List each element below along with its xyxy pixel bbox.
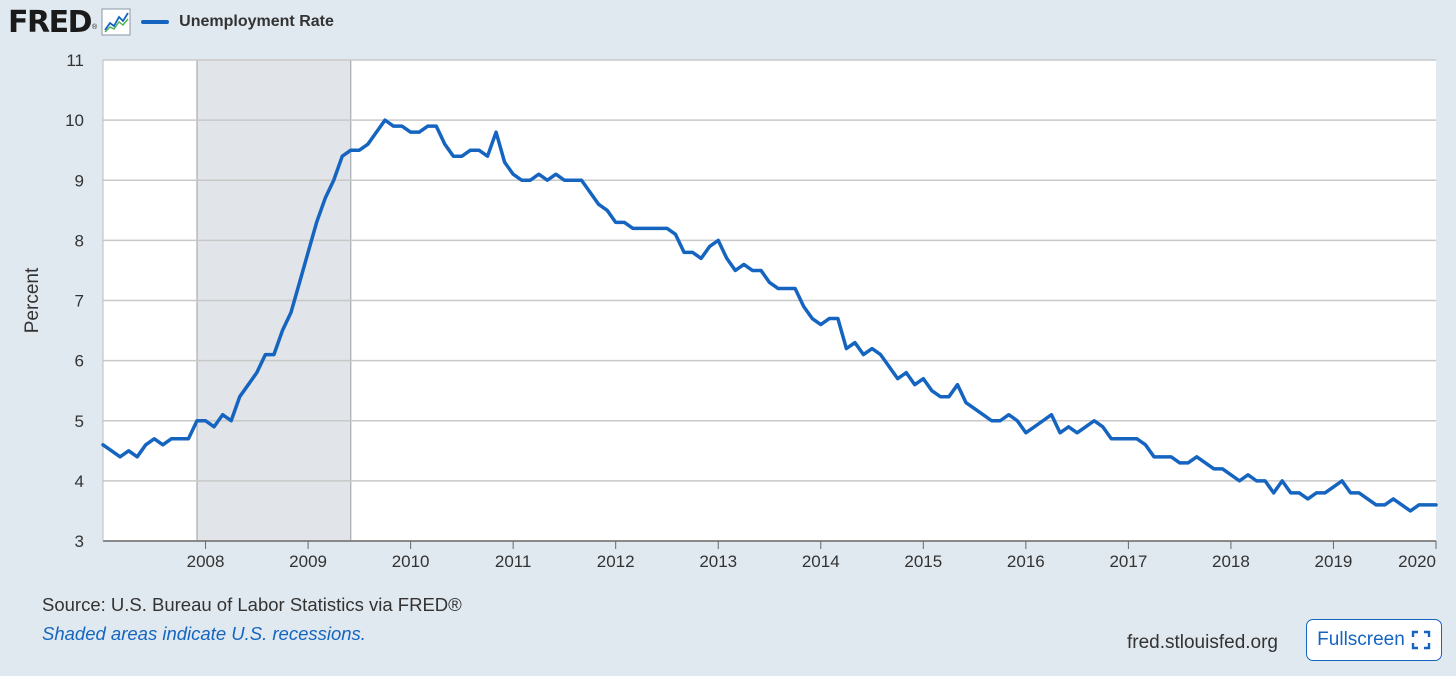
y-tick-label-7: 7 (75, 292, 84, 311)
fred-logo[interactable]: FRED (8, 4, 93, 40)
x-tick-label-2008: 2008 (187, 552, 225, 571)
line-chart-icon (101, 8, 131, 36)
fullscreen-label: Fullscreen (1317, 629, 1405, 650)
y-axis-label: Percent (22, 267, 43, 333)
x-tick-label-2018: 2018 (1212, 552, 1250, 571)
x-tick-label-2012: 2012 (597, 552, 635, 571)
site-url[interactable]: fred.stlouisfed.org (1126, 632, 1278, 653)
x-tick-label-2011: 2011 (495, 552, 532, 571)
y-tick-label-3: 3 (75, 532, 84, 551)
x-tick-label-2019: 2019 (1315, 552, 1353, 571)
y-tick-label-5: 5 (75, 412, 84, 431)
expand-icon (1411, 630, 1431, 650)
x-tick-label-2016: 2016 (1007, 552, 1045, 571)
x-tick-label-2020: 2020 (1398, 552, 1436, 571)
header: FRED ® Unemployment Rate (8, 4, 334, 40)
source-note: Source: U.S. Bureau of Labor Statistics … (42, 594, 462, 615)
y-tick-label-8: 8 (75, 231, 84, 250)
registered-mark: ® (92, 24, 98, 31)
line-chart: 3 4 5 6 7 8 9 10 11 2008 2009 2010 2011 2012 2013 2014… (22, 51, 1438, 571)
x-tick-label-2015: 2015 (904, 552, 942, 571)
legend-label: Unemployment Rate (179, 13, 334, 30)
y-tick-label-10: 10 (65, 111, 84, 130)
x-tick-label-2009: 2009 (289, 552, 327, 571)
series-line-unemployment-rate[interactable] (101, 118, 1438, 513)
y-tick-label-6: 6 (75, 352, 84, 371)
fullscreen-button[interactable]: Fullscreen (1306, 619, 1442, 661)
x-tick-label-2010: 2010 (392, 552, 430, 571)
chart-legend: Unemployment Rate (141, 13, 334, 31)
x-tick-label-2013: 2013 (699, 552, 737, 571)
y-tick-label-11: 11 (66, 51, 84, 70)
legend-swatch (141, 20, 170, 24)
x-axis-ticks: 2008 2009 2010 2011 2012 2013 2014 2015 2016 2017… (187, 541, 1437, 571)
y-tick-label-4: 4 (75, 472, 84, 491)
recession-note: Shaded areas indicate U.S. recessions. (42, 623, 366, 644)
y-tick-label-9: 9 (75, 171, 84, 190)
y-axis-ticks: 3 4 5 6 7 8 9 10 11 (65, 51, 84, 551)
x-tick-label-2017: 2017 (1109, 552, 1147, 571)
x-tick-label-2014: 2014 (802, 552, 840, 571)
